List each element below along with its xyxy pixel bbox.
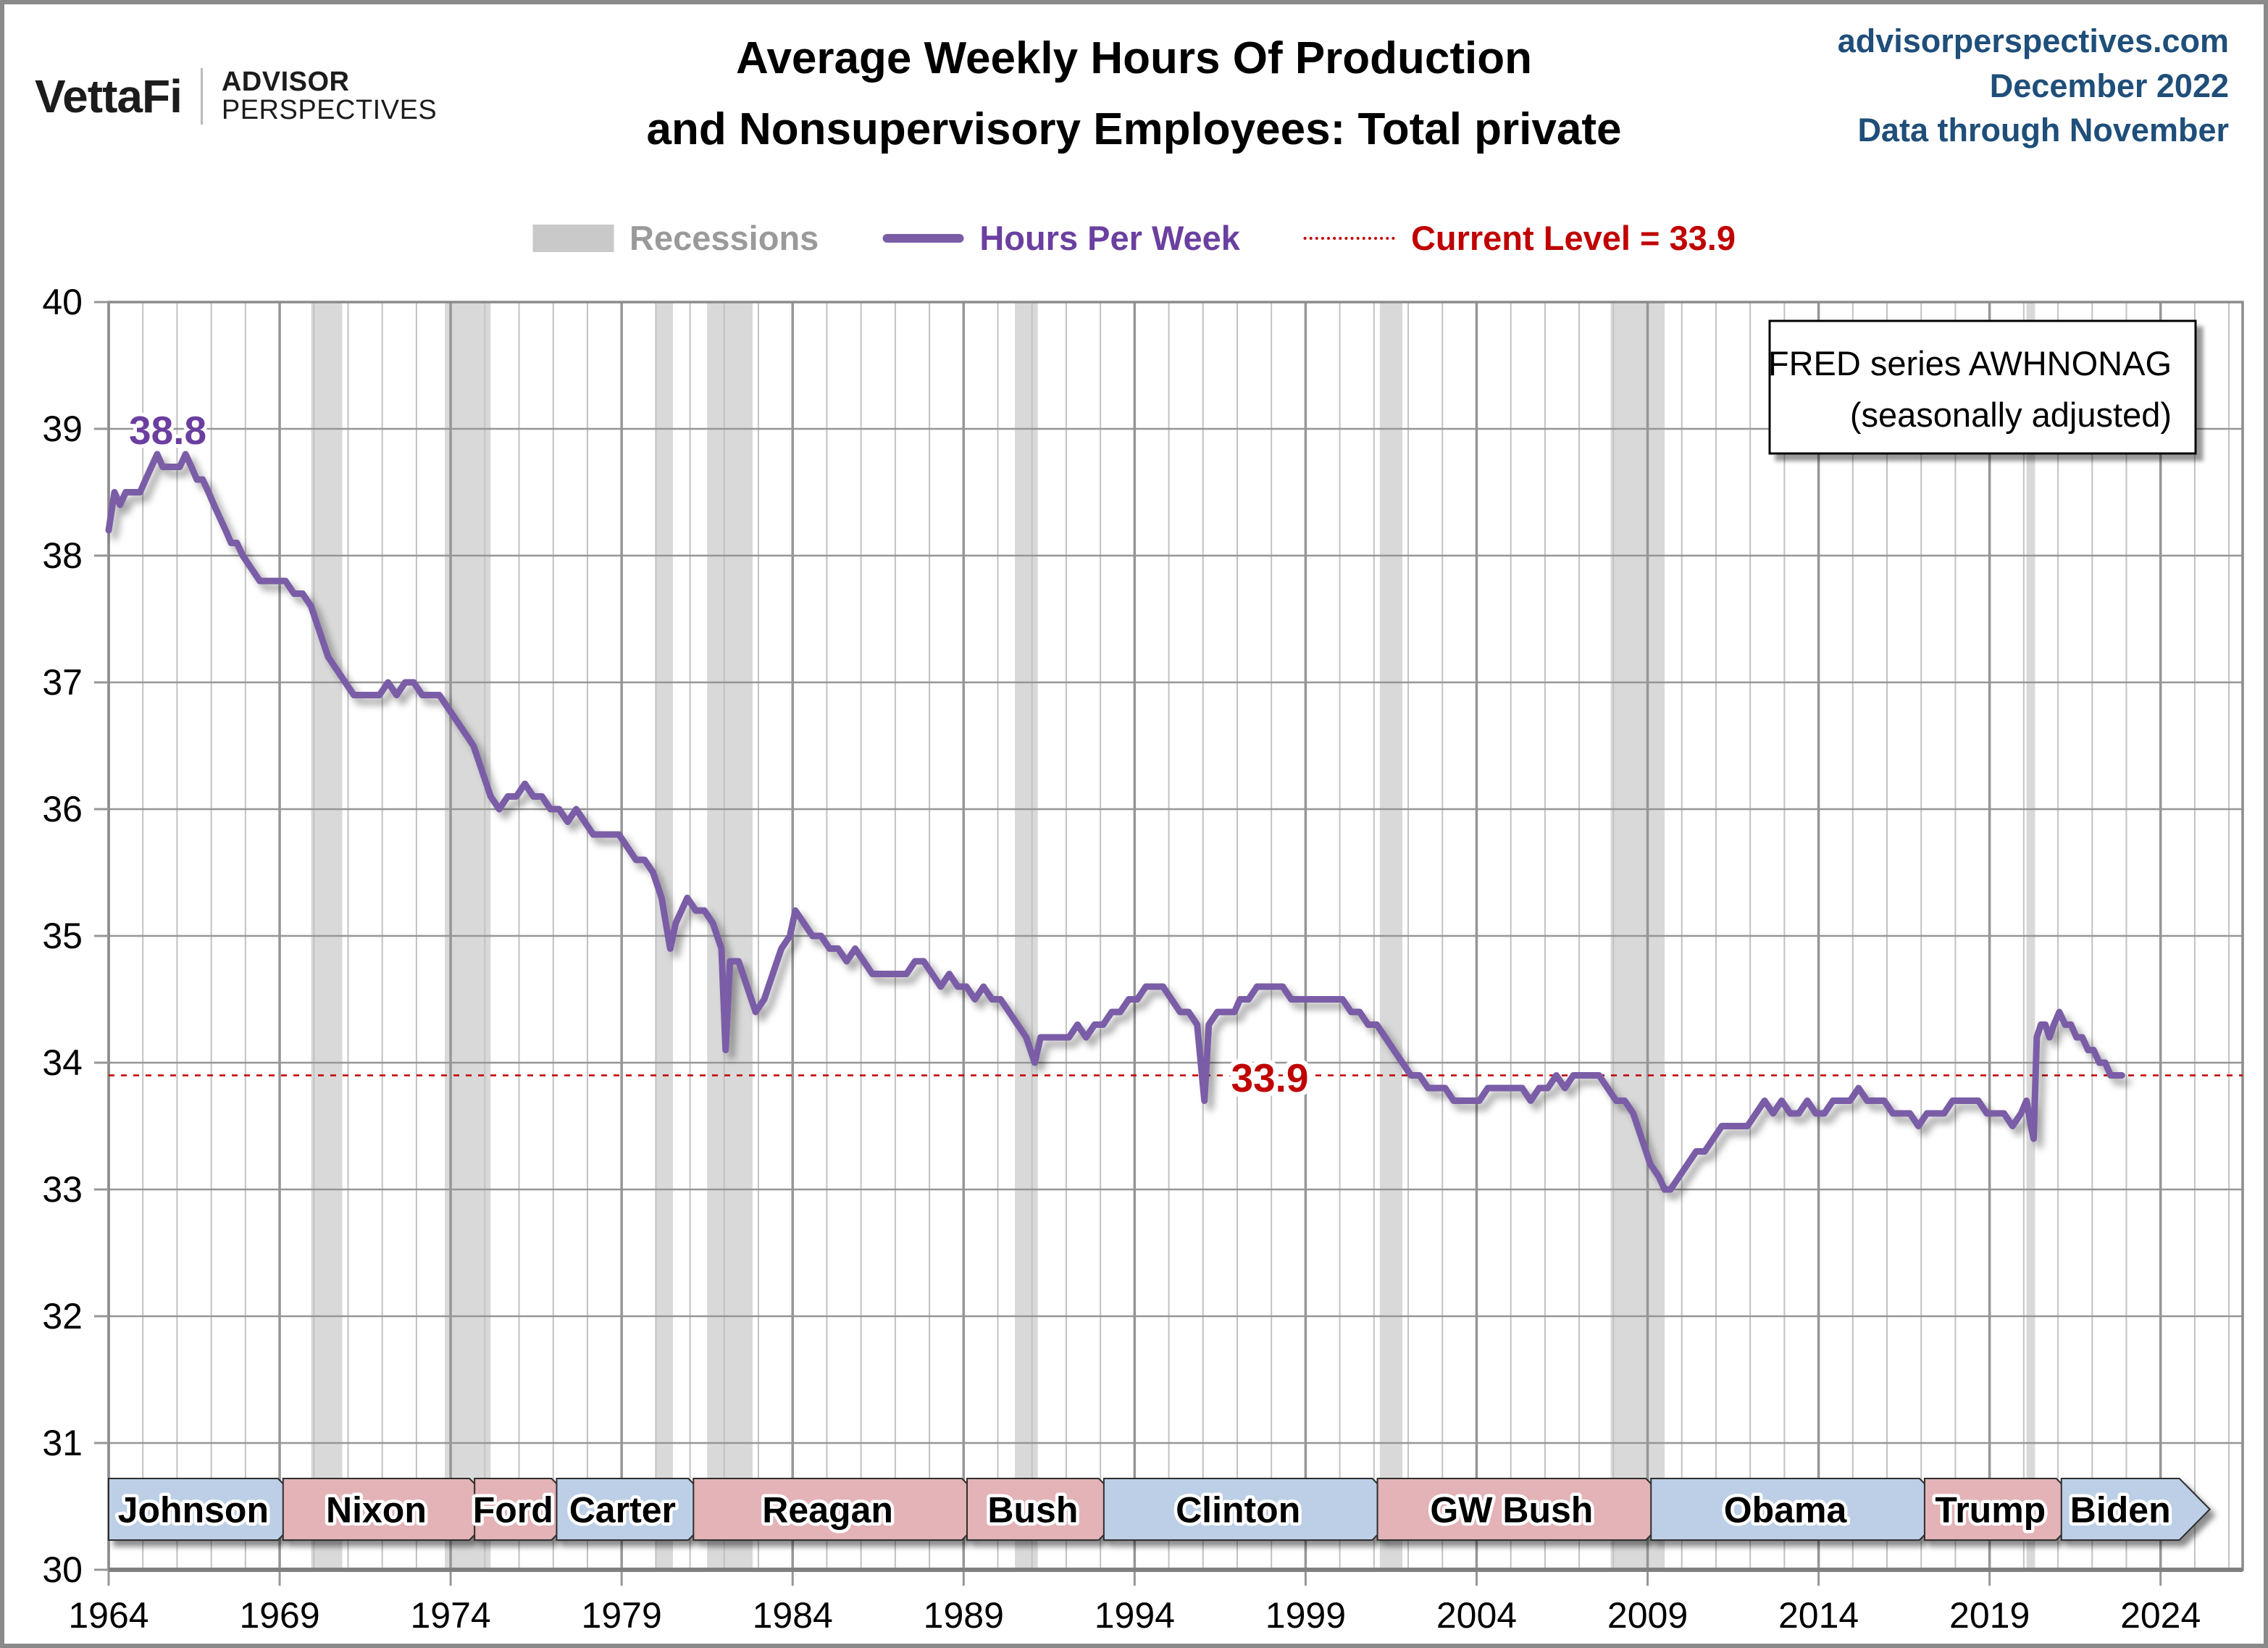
y-tick-label: 32	[42, 1296, 83, 1337]
president-banner-shape	[2060, 1478, 2211, 1541]
chart-title-line2: and Nonsupervisory Employees: Total priv…	[646, 104, 1622, 154]
current-level-swatch	[1303, 236, 1395, 240]
x-tick-label: 1964	[68, 1595, 148, 1636]
president-banner-label: Reagan	[762, 1490, 893, 1531]
axis-tick-labels: 30 31 32 33 34 35 36 37 38 39 40 1964 1969 1974 1979 19…	[42, 282, 2201, 1636]
logo-advisor-text: ADVISOR	[221, 67, 350, 98]
president-banner-label: GW Bush	[1430, 1490, 1593, 1531]
y-tick-label: 36	[42, 789, 83, 829]
y-tick-label: 38	[42, 535, 83, 576]
legend-label-current-level: Current Level = 33.9	[1410, 219, 1736, 257]
y-tick-label: 33	[42, 1169, 83, 1210]
y-tick-label: 30	[42, 1549, 83, 1590]
president-banner-label: Ford	[473, 1490, 553, 1531]
hours-chart: 30 31 32 33 34 35 36 37 38 39 40 1964 1969 1974 1979 19…	[42, 282, 2244, 1636]
gridlines	[107, 301, 2243, 1571]
y-tick-label: 35	[42, 916, 83, 956]
president-banner-label: Clinton	[1176, 1490, 1300, 1531]
president-banner-label: Johnson	[118, 1490, 269, 1531]
legend-item-current-level: Current Level = 33.9	[1303, 218, 1736, 258]
president-banner-ford: Ford	[469, 1478, 583, 1541]
vettafi-wordmark: VettaFi	[35, 70, 183, 122]
legend-label-hours: Hours Per Week	[979, 219, 1240, 257]
president-banner-label: Biden	[2070, 1490, 2171, 1531]
y-tick-label: 37	[42, 662, 83, 703]
president-banner-gw-bush: GW Bush	[1376, 1478, 1678, 1541]
president-banner-carter: Carter	[556, 1478, 720, 1541]
axis-ticks	[94, 301, 2243, 1586]
legend: Recessions Hours Per Week Current Level …	[532, 218, 1736, 258]
president-banner-label: Trump	[1935, 1490, 2046, 1531]
president-banner-label: Bush	[987, 1490, 1078, 1531]
x-tick-label: 1989	[924, 1595, 1004, 1636]
y-tick-label: 31	[42, 1423, 83, 1463]
y-tick-label: 40	[42, 282, 83, 322]
president-banner-trump: Trump	[1923, 1478, 2088, 1541]
president-banners: Johnson Nixon Ford Carter Reagan Bush Clinton G…	[108, 1478, 2211, 1541]
source-note: Data through November	[1857, 112, 2229, 149]
series-line-hours-per-week	[105, 451, 2125, 1193]
vettafi-advisor-perspectives-logo: VettaFi ADVISOR PERSPECTIVES	[35, 68, 437, 125]
x-tick-label: 1979	[582, 1595, 662, 1636]
hours-line-swatch	[882, 233, 964, 243]
president-banner-nixon: Nixon	[282, 1478, 501, 1541]
series-line-group	[105, 451, 2125, 1193]
source-info: advisorperspectives.com December 2022 Da…	[1838, 19, 2229, 153]
president-banner-biden: Biden	[2060, 1478, 2211, 1541]
x-tick-label: 1984	[753, 1595, 833, 1636]
peak-value-annotation: 38.8	[129, 408, 206, 453]
legend-item-recessions: Recessions	[532, 218, 819, 258]
x-tick-label: 1974	[410, 1595, 490, 1636]
president-banner-obama: Obama	[1650, 1478, 1951, 1541]
advisor-perspectives-wordmark: ADVISOR PERSPECTIVES	[222, 68, 437, 125]
source-date: December 2022	[1989, 67, 2229, 104]
fred-box-frame	[1768, 319, 2197, 455]
y-tick-label: 34	[42, 1042, 83, 1083]
logo-divider	[200, 68, 203, 125]
legend-label-recessions: Recessions	[629, 219, 819, 257]
chart-title: Average Weekly Hours Of Production and N…	[647, 23, 1622, 165]
source-site: advisorperspectives.com	[1837, 22, 2229, 59]
x-tick-label: 1969	[239, 1595, 319, 1636]
president-banner-johnson: Johnson	[108, 1478, 310, 1541]
president-banner-label: Carter	[569, 1490, 676, 1531]
recession-swatch	[532, 224, 614, 252]
x-tick-label: 2009	[1607, 1595, 1688, 1636]
fred-series-box: FRED series AWHNONAG (seasonally adjuste…	[1768, 319, 2197, 455]
x-tick-label: 2024	[2120, 1595, 2201, 1636]
x-tick-label: 1999	[1265, 1595, 1346, 1636]
president-banner-reagan: Reagan	[692, 1478, 994, 1541]
president-banner-label: Obama	[1724, 1490, 1848, 1531]
x-tick-label: 2014	[1778, 1595, 1859, 1636]
fred-series-note: (seasonally adjusted)	[1850, 396, 2172, 434]
chart-title-line1: Average Weekly Hours Of Production	[735, 33, 1533, 83]
current-value-annotation: 33.9	[1231, 1055, 1308, 1100]
president-banner-clinton: Clinton	[1102, 1478, 1404, 1541]
logo-perspectives-text: PERSPECTIVES	[221, 95, 438, 125]
president-banner-label: Nixon	[326, 1490, 427, 1531]
legend-item-hours: Hours Per Week	[882, 218, 1240, 258]
y-tick-label: 39	[42, 409, 83, 449]
x-tick-label: 2019	[1949, 1595, 2030, 1636]
x-tick-label: 2004	[1436, 1595, 1517, 1636]
x-tick-label: 1994	[1095, 1595, 1175, 1636]
fred-series-id: FRED series AWHNONAG	[1768, 344, 2172, 382]
